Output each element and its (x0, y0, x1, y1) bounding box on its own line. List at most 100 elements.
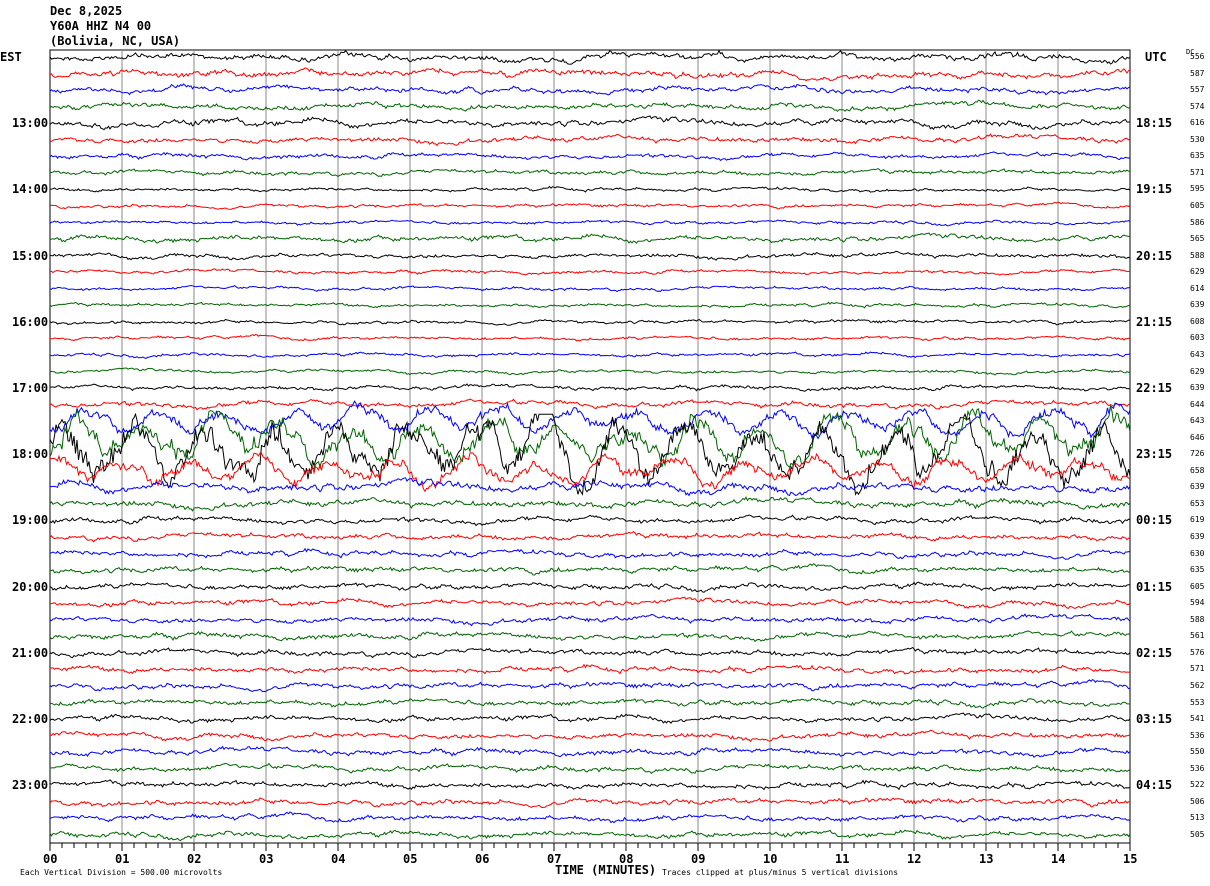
dc-label: DC (1186, 48, 1195, 56)
x-tick-label: 00 (43, 852, 58, 866)
dc-value: 550 (1190, 747, 1205, 757)
dc-value: 629 (1190, 267, 1205, 277)
x-tick-label: 01 (115, 852, 130, 866)
x-tick-label: 04 (331, 852, 346, 866)
est-time-label: 15:00 (12, 248, 49, 263)
seismic-trace (49, 613, 1131, 627)
seismic-trace (49, 301, 1131, 309)
dc-value: 505 (1190, 830, 1205, 839)
utc-time-label: 03:15 (1136, 712, 1173, 727)
seismic-trace (50, 333, 1131, 342)
utc-time-label: 18:15 (1136, 116, 1173, 131)
dc-value: 536 (1190, 763, 1205, 773)
est-time-label: 18:00 (12, 447, 49, 462)
dc-value: 562 (1190, 681, 1205, 691)
est-time-label: 13:00 (12, 116, 49, 131)
date-label: Dec 8,2025 (50, 4, 123, 18)
dc-value: 506 (1190, 796, 1205, 806)
x-tick-label: 11 (835, 852, 850, 866)
seismic-trace (49, 232, 1131, 244)
dc-value: 587 (1190, 68, 1205, 78)
seismic-trace (49, 115, 1131, 131)
station-label: Y60A HHZ N4 00 (50, 19, 152, 33)
dc-value: 608 (1190, 316, 1205, 326)
dc-value: 556 (1190, 52, 1205, 61)
seismic-trace (49, 400, 1131, 440)
seismic-trace (49, 496, 1131, 512)
dc-value: 541 (1190, 714, 1205, 724)
seismic-trace (49, 49, 1131, 65)
utc-time-label: 19:15 (1136, 182, 1173, 197)
seismic-trace (49, 185, 1131, 193)
utc-time-label: 20:15 (1136, 248, 1173, 263)
est-time-label: 14:00 (12, 182, 49, 197)
seismic-trace (49, 729, 1131, 743)
seismic-trace (49, 67, 1131, 82)
scale-note: Each Vertical Division = 500.00 microvol… (20, 868, 223, 877)
dc-value: 561 (1190, 631, 1205, 641)
location-label: (Bolivia, NC, USA) (50, 34, 181, 48)
x-tick-label: 14 (1051, 852, 1066, 866)
seismic-trace (49, 83, 1131, 96)
seismic-trace (49, 514, 1131, 527)
seismic-trace (49, 99, 1131, 113)
seismic-trace (49, 547, 1131, 560)
seismic-trace (49, 646, 1131, 659)
dc-value: 653 (1190, 498, 1205, 508)
seismic-trace (49, 406, 1131, 471)
utc-label: UTC (1145, 50, 1167, 64)
utc-time-label: 02:15 (1136, 645, 1173, 660)
seismic-trace (49, 268, 1131, 276)
seismic-trace (49, 318, 1131, 326)
dc-value: 639 (1190, 300, 1205, 310)
dc-value: 574 (1190, 101, 1205, 111)
seismic-trace (49, 762, 1131, 775)
dc-value: 565 (1190, 234, 1205, 244)
seismic-trace (49, 630, 1131, 643)
utc-time-label: 22:15 (1136, 381, 1173, 396)
dc-value: 644 (1190, 399, 1205, 409)
seismic-trace (49, 284, 1131, 293)
seismic-trace (49, 351, 1131, 359)
seismic-trace (49, 133, 1131, 147)
dc-value: 639 (1190, 532, 1205, 542)
est-time-label: 20:00 (12, 579, 49, 594)
dc-value: 586 (1190, 217, 1205, 227)
dc-value: 605 (1190, 581, 1205, 591)
dc-value: 553 (1190, 697, 1205, 707)
seismic-trace (49, 219, 1131, 227)
dc-value: 571 (1190, 167, 1205, 177)
dc-value: 605 (1190, 200, 1205, 210)
seismic-trace (49, 412, 1131, 496)
utc-time-label: 00:15 (1136, 513, 1173, 528)
utc-time-label: 04:15 (1136, 778, 1173, 793)
dc-value: 576 (1190, 647, 1205, 657)
dc-value: 643 (1190, 416, 1205, 426)
utc-time-label: 23:15 (1136, 447, 1173, 462)
seismic-trace (49, 797, 1131, 809)
dc-value: 588 (1190, 250, 1205, 260)
seismic-trace (49, 745, 1131, 759)
seismic-trace (49, 452, 1131, 493)
dc-value: 595 (1190, 184, 1205, 194)
est-time-label: 21:00 (12, 645, 49, 660)
seismic-trace (49, 779, 1131, 791)
dc-value: 639 (1190, 482, 1205, 492)
est-time-label: 19:00 (12, 513, 49, 528)
dc-value: 614 (1190, 283, 1205, 293)
seismic-trace (49, 201, 1131, 210)
seismic-trace (49, 383, 1131, 392)
dc-value: 530 (1190, 134, 1205, 144)
dc-value: 630 (1190, 548, 1205, 558)
seismic-trace (49, 367, 1131, 376)
dc-value: 522 (1190, 780, 1205, 790)
seismic-trace (49, 663, 1131, 675)
seismic-trace (49, 398, 1131, 411)
est-label: EST (0, 50, 22, 64)
plot-frame (49, 49, 1131, 844)
dc-value: 658 (1190, 465, 1205, 475)
x-axis-title: TIME (MINUTES) (555, 863, 657, 877)
dc-value: 639 (1190, 383, 1205, 393)
x-tick-label: 09 (691, 852, 706, 866)
